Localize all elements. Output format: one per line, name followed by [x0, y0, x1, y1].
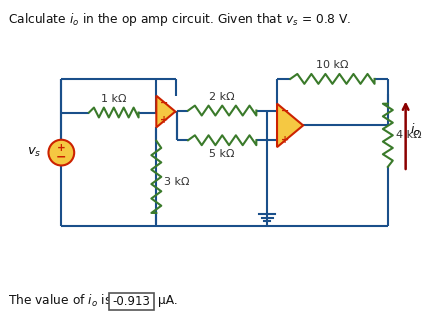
- Text: 2 kΩ: 2 kΩ: [210, 92, 235, 102]
- Text: +: +: [281, 135, 289, 145]
- Text: 10 kΩ: 10 kΩ: [316, 60, 349, 70]
- Text: −: −: [281, 106, 289, 116]
- Text: 5 kΩ: 5 kΩ: [210, 149, 235, 159]
- Text: 4 kΩ: 4 kΩ: [396, 130, 421, 140]
- Text: 3 kΩ: 3 kΩ: [164, 177, 190, 187]
- FancyBboxPatch shape: [109, 292, 154, 310]
- Text: 1 kΩ: 1 kΩ: [101, 94, 127, 104]
- Text: +: +: [57, 143, 66, 153]
- Text: −: −: [56, 150, 66, 163]
- Polygon shape: [277, 104, 303, 147]
- Text: μA.: μA.: [158, 294, 178, 307]
- Text: Calculate $i_o$ in the op amp circuit. Given that $v_s$ = 0.8 V.: Calculate $i_o$ in the op amp circuit. G…: [8, 11, 351, 28]
- Circle shape: [49, 140, 74, 165]
- Text: The value of $i_o$ is: The value of $i_o$ is: [8, 292, 112, 308]
- Text: −: −: [160, 98, 169, 108]
- Polygon shape: [156, 96, 175, 127]
- Text: $v_s$: $v_s$: [27, 146, 41, 159]
- Text: -0.913: -0.913: [113, 295, 151, 308]
- Text: +: +: [160, 115, 169, 125]
- Text: $i_o$: $i_o$: [409, 122, 420, 138]
